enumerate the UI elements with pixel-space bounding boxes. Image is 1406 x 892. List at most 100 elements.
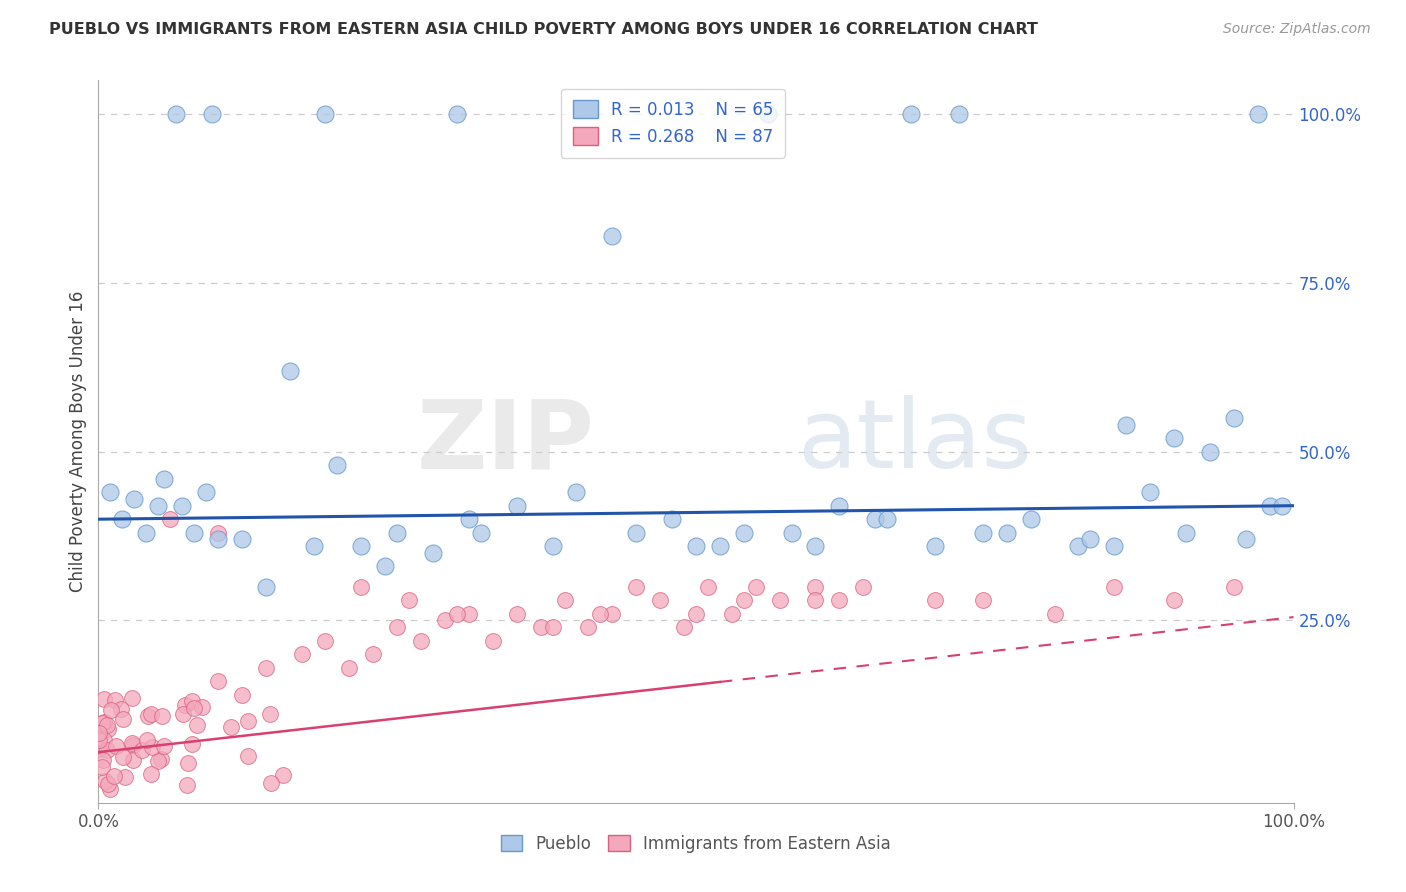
Point <box>1223 580 1246 594</box>
Point <box>1271 499 1294 513</box>
Point <box>172 706 194 721</box>
Point <box>972 525 994 540</box>
Point <box>733 593 755 607</box>
Point <box>458 512 481 526</box>
Point <box>302 539 325 553</box>
Point <box>1115 417 1137 432</box>
Point <box>506 499 529 513</box>
Point <box>207 674 229 689</box>
Point <box>201 107 224 121</box>
Point <box>350 580 373 594</box>
Point <box>541 539 564 553</box>
Point <box>254 580 277 594</box>
Point <box>709 539 731 553</box>
Text: PUEBLO VS IMMIGRANTS FROM EASTERN ASIA CHILD POVERTY AMONG BOYS UNDER 16 CORRELA: PUEBLO VS IMMIGRANTS FROM EASTERN ASIA C… <box>49 22 1038 37</box>
Point <box>626 580 648 594</box>
Point <box>1175 525 1198 540</box>
Point <box>89 742 111 756</box>
Point <box>207 533 229 547</box>
Point <box>602 228 624 243</box>
Point <box>1234 533 1257 547</box>
Point <box>141 706 163 721</box>
Point <box>89 726 111 740</box>
Point <box>339 661 361 675</box>
Point <box>1258 499 1281 513</box>
Point <box>385 525 409 540</box>
Point <box>411 633 433 648</box>
Point <box>721 607 744 621</box>
Point <box>254 661 277 675</box>
Point <box>458 607 481 621</box>
Point <box>131 743 153 757</box>
Point <box>93 732 115 747</box>
Point <box>150 708 173 723</box>
Point <box>541 620 564 634</box>
Point <box>219 720 242 734</box>
Point <box>96 717 118 731</box>
Point <box>768 593 790 607</box>
Y-axis label: Child Poverty Among Boys Under 16: Child Poverty Among Boys Under 16 <box>69 291 87 592</box>
Point <box>174 698 197 713</box>
Point <box>422 546 444 560</box>
Point <box>1067 539 1090 553</box>
Point <box>1163 593 1185 607</box>
Point <box>1104 580 1126 594</box>
Point <box>260 776 283 790</box>
Point <box>153 739 176 753</box>
Point <box>828 593 851 607</box>
Point <box>434 614 457 628</box>
Point <box>385 620 409 634</box>
Point <box>852 580 875 594</box>
Point <box>1043 607 1066 621</box>
Point <box>111 749 134 764</box>
Point <box>291 647 314 661</box>
Point <box>148 754 170 768</box>
Point <box>153 472 176 486</box>
Point <box>93 692 115 706</box>
Point <box>565 485 588 500</box>
Point <box>89 732 111 747</box>
Point <box>876 512 898 526</box>
Point <box>180 693 202 707</box>
Point <box>756 107 779 121</box>
Point <box>195 485 218 500</box>
Point <box>124 491 146 506</box>
Point <box>121 736 143 750</box>
Point <box>326 458 349 472</box>
Point <box>900 107 922 121</box>
Point <box>238 748 260 763</box>
Point <box>111 512 134 526</box>
Point <box>207 525 229 540</box>
Point <box>673 620 696 634</box>
Point <box>602 607 624 621</box>
Point <box>122 753 145 767</box>
Point <box>165 107 187 121</box>
Point <box>1199 444 1222 458</box>
Point <box>661 512 683 526</box>
Point <box>924 539 946 553</box>
Point <box>578 620 600 634</box>
Point <box>865 512 887 526</box>
Point <box>804 593 827 607</box>
Point <box>1223 411 1246 425</box>
Point <box>828 499 851 513</box>
Point <box>374 559 396 574</box>
Point <box>159 512 181 526</box>
Point <box>141 739 163 754</box>
Point <box>90 716 112 731</box>
Point <box>190 699 212 714</box>
Point <box>104 739 127 753</box>
Point <box>139 766 162 780</box>
Point <box>121 738 143 752</box>
Point <box>186 718 208 732</box>
Point <box>446 607 468 621</box>
Point <box>446 107 468 121</box>
Point <box>554 593 576 607</box>
Point <box>181 737 204 751</box>
Point <box>100 703 122 717</box>
Point <box>589 607 612 621</box>
Point <box>626 525 648 540</box>
Point <box>972 593 994 607</box>
Point <box>481 633 505 648</box>
Point <box>110 702 132 716</box>
